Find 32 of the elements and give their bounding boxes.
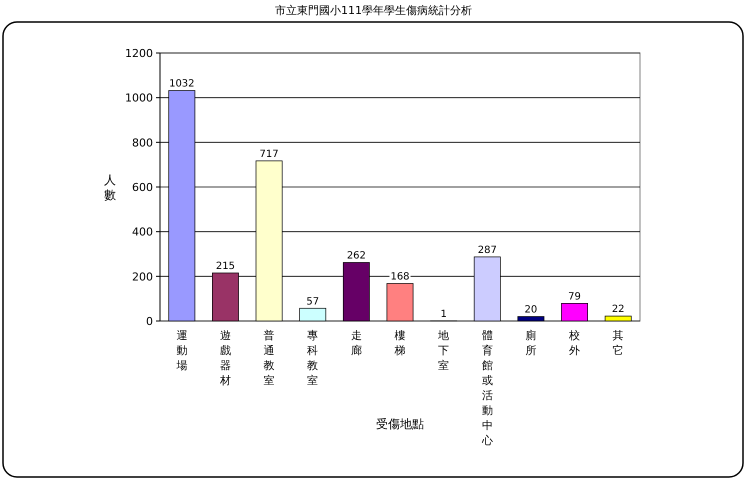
- x-tick-label: 樓梯: [394, 329, 406, 357]
- y-tick-label: 400: [132, 226, 153, 239]
- x-tick-label: 地下室: [437, 329, 450, 372]
- x-tick-label: 校外: [568, 329, 580, 357]
- x-tick-label: 廁所: [525, 329, 536, 357]
- x-axis-title: 受傷地點: [376, 417, 424, 431]
- data-label: 287: [478, 244, 497, 256]
- x-tick-label: 體育館或活動中心: [480, 329, 493, 447]
- y-tick-label: 200: [132, 270, 153, 284]
- y-axis-title: 人數: [104, 173, 116, 202]
- chart-title: 市立東門國小111學年學生傷病統計分析: [275, 4, 472, 17]
- y-tick-label: 1000: [125, 92, 153, 105]
- data-label: 1032: [169, 78, 195, 90]
- y-tick-label: 800: [132, 136, 153, 150]
- x-tick-label: 遊戲器材: [218, 329, 231, 387]
- data-label: 168: [390, 271, 410, 282]
- x-tick-label: 運動場: [175, 329, 188, 372]
- data-label: 1: [440, 308, 447, 320]
- data-label: 79: [568, 291, 581, 302]
- y-tick-label: 0: [146, 315, 153, 328]
- x-tick-label: 專科教室: [307, 329, 318, 387]
- y-tick-label: 600: [132, 181, 153, 194]
- data-label: 22: [612, 304, 625, 316]
- data-label: 57: [306, 296, 320, 308]
- x-tick-label: 普通教室: [264, 329, 275, 387]
- x-tick-label: 走廊: [350, 329, 362, 357]
- x-tick-label: 其它: [612, 329, 624, 357]
- y-tick-label: 1200: [125, 47, 153, 60]
- data-label: 717: [260, 148, 279, 160]
- data-label: 20: [524, 304, 538, 316]
- data-label: 262: [346, 250, 366, 262]
- data-label: 215: [216, 260, 235, 272]
